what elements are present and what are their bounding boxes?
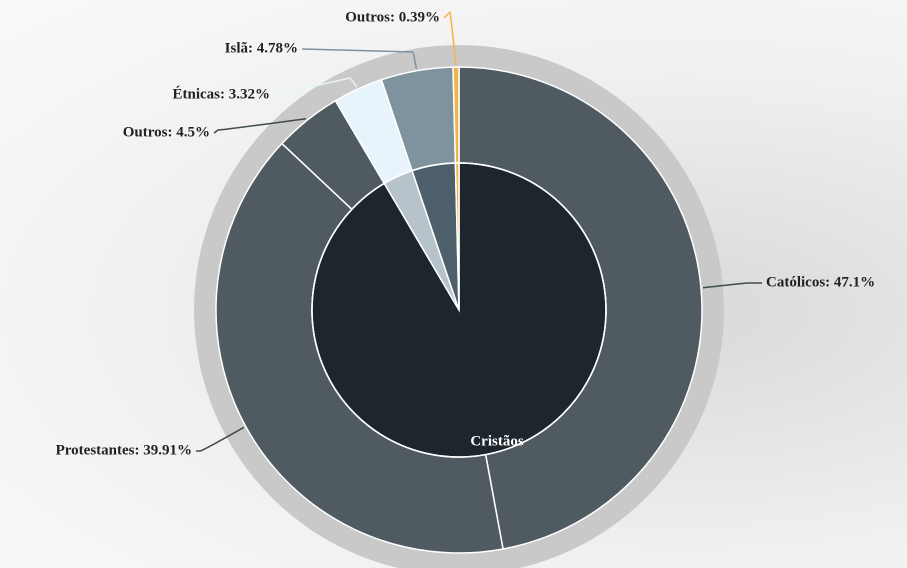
slice-label: Outros: 4.5%: [123, 124, 210, 140]
slice-label: Protestantes: 39.91%: [56, 442, 192, 458]
inner-label: Cristãos: [470, 433, 523, 449]
chart: Católicos: 47.1% Protestantes: 39.91% Outr…: [0, 0, 907, 568]
slice-label: Étnicas: 3.32%: [173, 85, 271, 102]
slice-label: Outros: 0.39%: [345, 9, 440, 25]
slice-label: Islã: 4.78%: [225, 40, 298, 56]
slice-label: Católicos: 47.1%: [766, 274, 875, 290]
